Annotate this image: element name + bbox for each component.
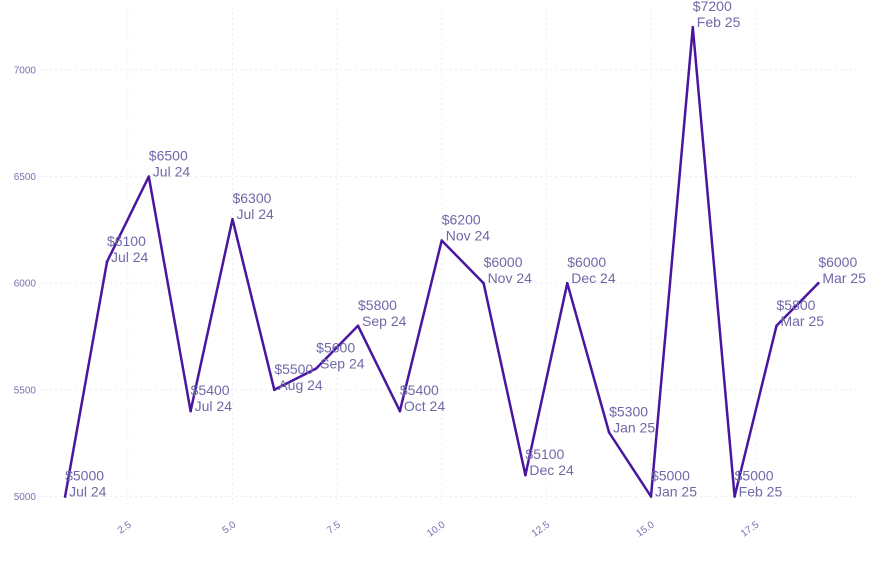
data-point <box>482 281 485 285</box>
data-label-month: Dec 24 <box>529 462 574 478</box>
data-label-amount: $5800 <box>776 297 815 313</box>
data-point <box>231 217 234 221</box>
data-label-amount: $6300 <box>232 190 271 206</box>
x-tick-label: 7.5 <box>325 519 343 536</box>
data-label-amount: $5600 <box>316 339 355 355</box>
data-label-month: Jul 24 <box>111 249 149 265</box>
data-label-amount: $5000 <box>65 467 104 483</box>
x-tick-label: 15.0 <box>634 519 657 539</box>
data-label-amount: $5000 <box>651 467 690 483</box>
data-point <box>733 495 736 498</box>
x-tick-label: 5.0 <box>221 519 239 536</box>
data-point <box>189 409 192 413</box>
data-label-month: Nov 24 <box>488 270 533 286</box>
data-label-amount: $6500 <box>149 148 188 164</box>
data-label-amount: $5400 <box>400 382 439 398</box>
grid-layer <box>40 8 856 505</box>
data-label-amount: $5300 <box>609 403 648 419</box>
data-point <box>817 281 820 285</box>
data-point <box>649 495 653 498</box>
data-label-amount: $6000 <box>818 254 857 270</box>
data-label-amount: $5500 <box>274 361 313 377</box>
x-tick-label: 10.0 <box>425 519 448 539</box>
y-tick-label: 5500 <box>14 385 37 396</box>
series-layer <box>63 25 820 498</box>
series-line <box>63 25 820 498</box>
data-point <box>524 473 527 477</box>
y-axis: 5000 5500 6000 6500 7000 <box>14 65 37 503</box>
data-label-amount: $5400 <box>191 382 230 398</box>
data-point <box>273 388 276 392</box>
x-axis: 2.5 5.0 7.5 10.0 12.5 15.0 17.5 <box>116 519 762 539</box>
data-label-month: Sep 24 <box>362 313 407 329</box>
y-tick-label: 6500 <box>14 172 37 183</box>
data-label-month: Jan 25 <box>655 483 697 499</box>
data-label-month: Sep 24 <box>320 355 365 371</box>
data-label-amount: $6200 <box>442 212 481 228</box>
data-label-month: Dec 24 <box>571 270 616 286</box>
data-label-month: Mar 25 <box>822 270 866 286</box>
data-label-amount: $7200 <box>693 0 732 14</box>
data-label-amount: $5800 <box>358 297 397 313</box>
data-label-month: Jul 24 <box>69 483 107 499</box>
x-tick-label: 2.5 <box>116 519 134 536</box>
y-tick-label: 5000 <box>14 492 37 503</box>
data-label-month: Jul 24 <box>153 164 191 180</box>
data-label-amount: $5100 <box>525 446 564 462</box>
data-point <box>147 175 151 178</box>
data-label-month: Jan 25 <box>613 419 655 435</box>
data-point <box>440 239 444 242</box>
data-label-month: Mar 25 <box>780 313 824 329</box>
x-tick-label: 12.5 <box>530 519 553 539</box>
data-label-amount: $6100 <box>107 233 146 249</box>
data-point <box>775 324 778 328</box>
data-point <box>691 25 695 29</box>
data-label-month: Oct 24 <box>404 398 445 414</box>
data-point <box>565 281 569 285</box>
data-point <box>607 431 611 434</box>
data-label-amount: $6000 <box>484 254 523 270</box>
data-point <box>398 409 402 413</box>
data-label-amount: $5000 <box>735 467 774 483</box>
data-point <box>63 495 67 498</box>
data-label-month: Nov 24 <box>446 228 491 244</box>
data-label-amount: $6000 <box>567 254 606 270</box>
data-point <box>356 324 360 328</box>
y-tick-label: 7000 <box>14 65 37 76</box>
y-tick-label: 6000 <box>14 279 37 290</box>
data-label-month: Aug 24 <box>278 377 323 393</box>
data-label-month: Jul 24 <box>236 206 274 222</box>
data-label-month: Jul 24 <box>195 398 233 414</box>
x-tick-label: 17.5 <box>739 519 762 539</box>
data-point <box>314 367 318 370</box>
data-point <box>105 260 109 264</box>
data-label-month: Feb 25 <box>697 14 741 30</box>
data-label-month: Feb 25 <box>739 483 783 499</box>
